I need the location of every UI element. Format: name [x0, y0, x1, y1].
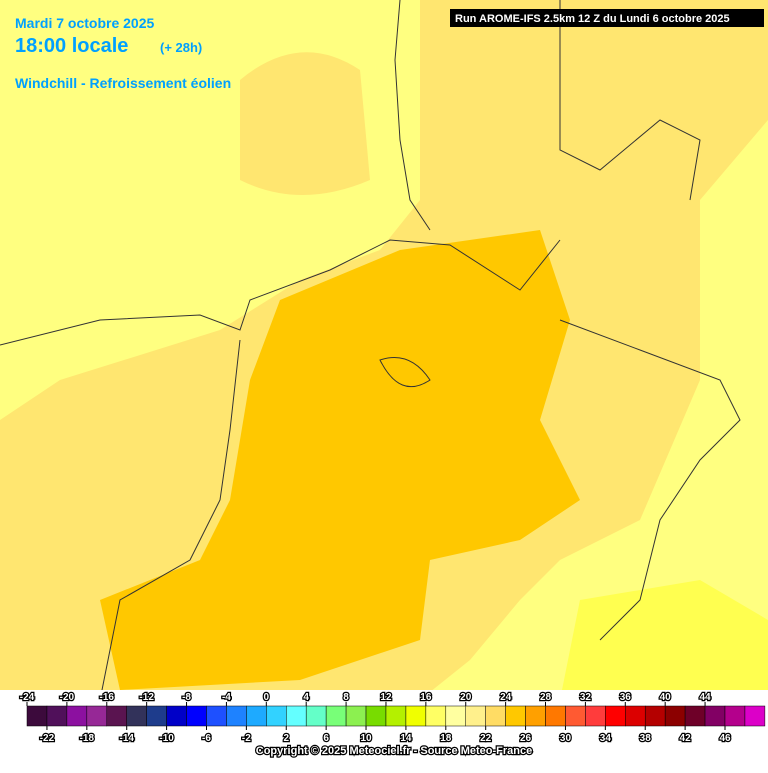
legend-tick-label: 4 [303, 692, 309, 703]
legend-swatch [565, 705, 586, 727]
legend-swatch [684, 705, 706, 727]
legend-swatch [724, 705, 746, 727]
legend-tick-label: 6 [323, 733, 329, 744]
legend-swatch [704, 705, 726, 727]
legend-tick-label: 36 [620, 692, 632, 703]
legend-swatch [585, 705, 606, 727]
legend-swatch [126, 705, 147, 727]
legend-swatch [246, 705, 267, 727]
legend-tick-label: -20 [60, 692, 75, 703]
legend-tick-label: 12 [380, 692, 392, 703]
legend-swatch [286, 705, 307, 727]
legend-tick-label: 30 [560, 733, 572, 744]
legend-tick-label: -10 [159, 733, 174, 744]
parameter: Windchill - Refroissement éolien [15, 75, 231, 91]
copyright: Copyright © 2025 Meteociel.fr - Source M… [256, 745, 532, 757]
legend-swatch [206, 705, 227, 727]
legend-tick-label: -14 [119, 733, 134, 744]
zone-warm [100, 230, 580, 690]
legend-swatch [625, 705, 646, 727]
legend-swatch [465, 705, 486, 727]
legend-tick-label: -12 [139, 692, 154, 703]
coastline [394, 0, 431, 231]
coastline [0, 239, 561, 346]
legend-tick-label: -18 [80, 733, 95, 744]
lake [379, 357, 431, 388]
legend-tick-label: 42 [680, 733, 692, 744]
border [559, 319, 741, 641]
legend-swatch [26, 705, 48, 727]
legend-tick-label: 32 [580, 692, 592, 703]
legend-tick-label: 38 [640, 733, 652, 744]
legend-tick-label: 18 [440, 733, 452, 744]
legend-swatch [644, 705, 666, 727]
legend-tick-label: 44 [699, 692, 711, 703]
legend: -24-22-20-18-16-14-12-10-8-6-4-202468101… [19, 691, 766, 745]
legend-swatch [545, 705, 566, 727]
legend-tick-label: -4 [222, 692, 231, 703]
coastline [559, 0, 701, 201]
legend-swatch [166, 705, 187, 727]
time: 18:00 locale [15, 35, 128, 57]
legend-swatch [744, 705, 766, 727]
legend-tick-label: -6 [202, 733, 211, 744]
legend-tick-label: 0 [264, 692, 270, 703]
legend-tick-label: 28 [540, 692, 552, 703]
legend-background [0, 690, 768, 768]
legend-swatch [345, 705, 367, 727]
legend-tick-label: 22 [480, 733, 492, 744]
legend-swatch [485, 705, 506, 727]
legend-tick-label: 2 [283, 733, 289, 744]
legend-tick-label: -2 [242, 733, 251, 744]
legend-swatch [46, 705, 68, 727]
legend-swatch [664, 705, 686, 727]
legend-swatch [305, 705, 327, 727]
legend-tick-label: 14 [400, 733, 412, 744]
legend-tick-label: 40 [660, 692, 672, 703]
date: Mardi 7 octobre 2025 [15, 15, 154, 31]
legend-tick-label: 34 [600, 733, 612, 744]
run-info: Run AROME-IFS 2.5km 12 Z du Lundi 6 octo… [455, 13, 730, 25]
legend-tick-label: -22 [40, 733, 55, 744]
legend-swatch [505, 705, 526, 727]
lead: (+ 28h) [160, 40, 202, 55]
legend-swatch [425, 705, 447, 727]
legend-tick-label: -24 [20, 692, 35, 703]
legend-swatch [226, 705, 247, 727]
legend-swatch [266, 705, 287, 727]
legend-swatch [146, 705, 167, 727]
legend-tick-label: -8 [182, 692, 191, 703]
legend-tick-label: 26 [520, 733, 532, 744]
legend-swatch [445, 705, 466, 727]
legend-tick-label: 24 [500, 692, 512, 703]
legend-swatch [525, 705, 546, 727]
legend-tick-label: 46 [719, 733, 731, 744]
legend-swatch [405, 705, 427, 727]
legend-swatch [66, 705, 88, 727]
run-box [450, 9, 764, 27]
legend-tick-label: 8 [343, 692, 349, 703]
legend-tick-label: 10 [360, 733, 372, 744]
zone-cool [560, 580, 768, 700]
legend-swatch [106, 705, 127, 727]
legend-swatch [86, 705, 108, 727]
legend-swatch [365, 705, 387, 727]
legend-tick-label: 20 [460, 692, 472, 703]
legend-swatch [605, 705, 626, 727]
border [99, 339, 241, 701]
legend-swatch [385, 705, 407, 727]
legend-tick-label: -16 [100, 692, 115, 703]
coastlines [0, 0, 741, 701]
legend-swatch [325, 705, 347, 727]
legend-tick-label: 16 [420, 692, 432, 703]
zone-mild-sea [240, 52, 370, 195]
legend-swatch [186, 705, 207, 727]
